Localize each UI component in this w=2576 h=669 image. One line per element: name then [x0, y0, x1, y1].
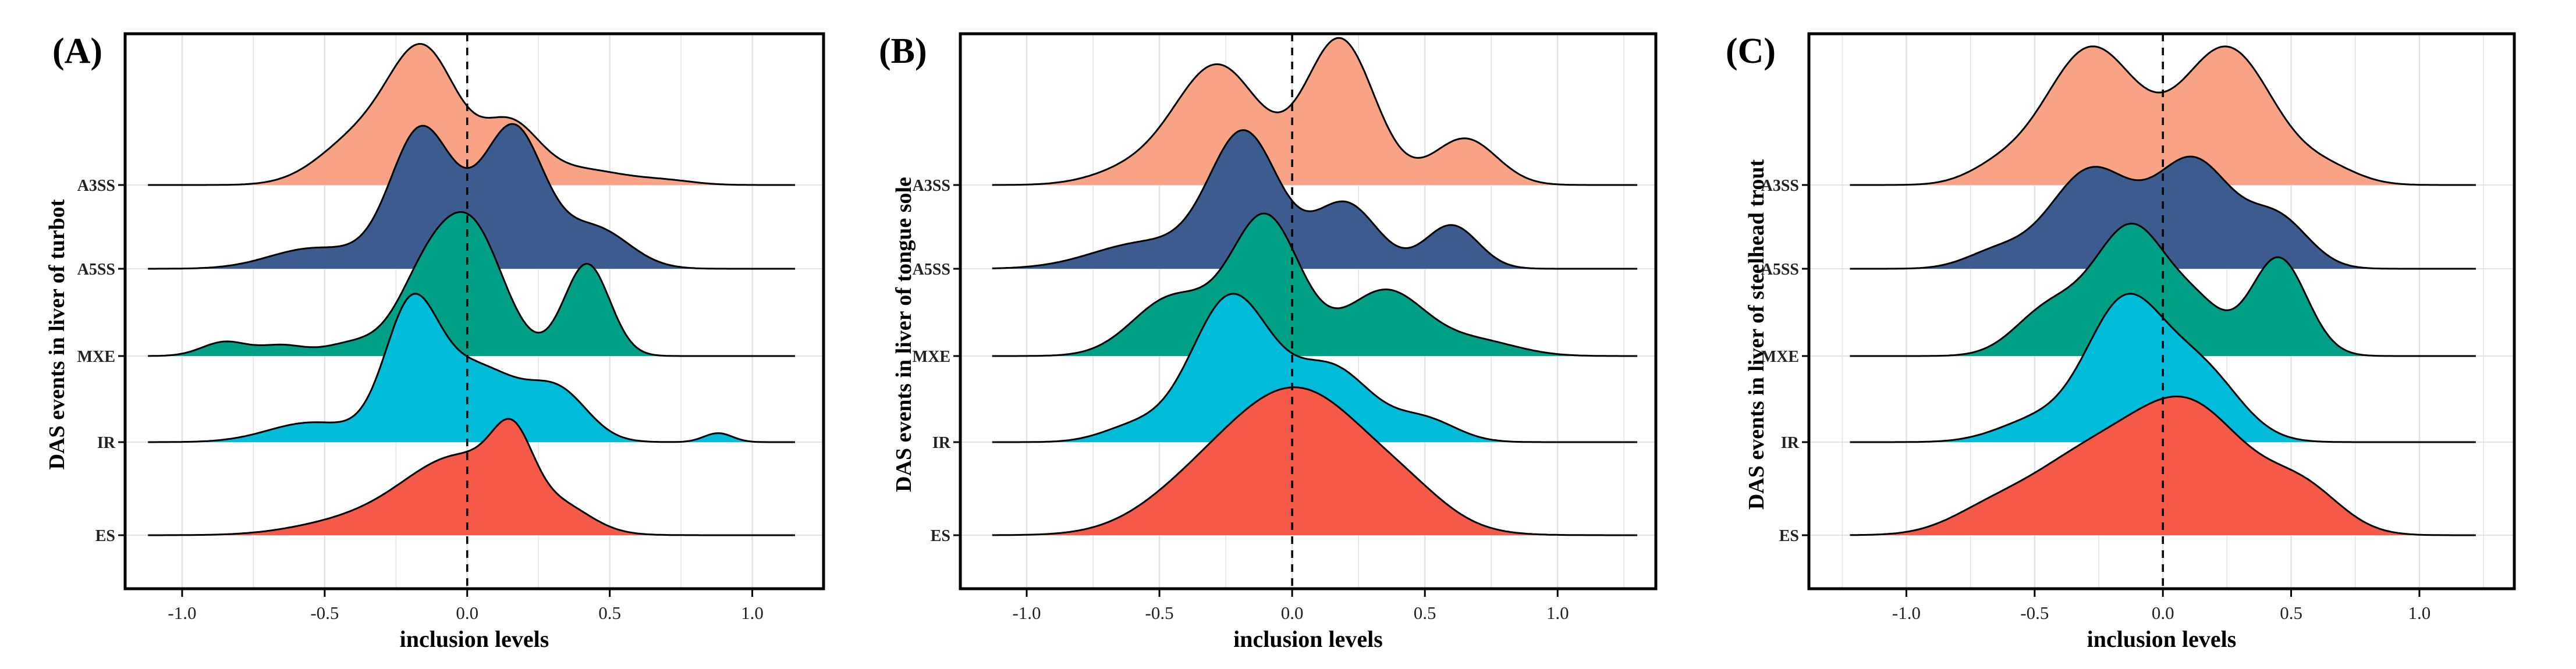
- x-tick-label: 0.0: [456, 603, 478, 623]
- ridge-outline-ir: [148, 293, 795, 443]
- category-label: IR: [932, 434, 951, 452]
- ridge-outline-mxe: [992, 212, 1638, 357]
- category-label: ES: [1779, 527, 1799, 545]
- panel-b: -1.0 -0.5 0.0 0.5 1.0 ES IR MXE A5SS A3SS inclusio…: [879, 31, 1658, 652]
- x-tick-label: 0.0: [1281, 603, 1304, 623]
- ridge-es: [992, 387, 1638, 535]
- x-tick-label: 0.5: [598, 603, 621, 623]
- x-axis-label: inclusion levels: [2087, 626, 2237, 652]
- ridge-a3ss: [1850, 46, 2476, 185]
- ridge-outline-es: [148, 418, 795, 536]
- x-tick-label: 1.0: [741, 603, 764, 623]
- ridge-outline-ir: [992, 293, 1638, 443]
- ridge-outline-a3ss: [992, 37, 1638, 186]
- ridge-a3ss: [992, 38, 1638, 185]
- x-tick-label: -0.5: [2020, 603, 2049, 623]
- ridge-ir: [1850, 294, 2476, 442]
- ridge-outline-mxe: [148, 211, 795, 357]
- category-label: IR: [97, 434, 116, 452]
- ridge-outline-es: [992, 386, 1638, 536]
- ridge-outline-a3ss: [148, 42, 795, 186]
- y-axis-label: DAS events in liver of steelhead trout: [1744, 159, 1769, 510]
- x-tick-label: -0.5: [310, 603, 339, 623]
- x-tick-label: -1.0: [168, 603, 196, 623]
- panel-c: -1.0 -0.5 0.0 0.5 1.0 ES IR MXE A5SS A3SS inclusio…: [1726, 31, 2516, 652]
- category-label: ES: [931, 527, 950, 545]
- y-axis-label: DAS events in liver of tongue sole: [892, 177, 916, 492]
- ridge-a5ss: [1850, 156, 2476, 269]
- category-label: A3SS: [1761, 177, 1799, 195]
- x-tick-label: 1.0: [2408, 603, 2431, 623]
- x-tick-label: 0.0: [2152, 603, 2174, 623]
- x-tick-label: -1.0: [1012, 603, 1041, 623]
- category-label: MXE: [1761, 348, 1799, 366]
- plot-frame: [1807, 32, 2516, 590]
- ridge-outline-a5ss: [148, 123, 795, 270]
- ridge-mxe: [992, 213, 1638, 356]
- ridge-ir: [148, 294, 796, 442]
- ridge-a3ss: [148, 44, 796, 186]
- panel-label: (A): [52, 31, 102, 71]
- panel-label: (B): [879, 31, 927, 71]
- ridge-a5ss: [992, 130, 1638, 269]
- category-label: A5SS: [77, 261, 115, 279]
- x-axis-label: inclusion levels: [1233, 626, 1383, 652]
- panel-label: (C): [1726, 31, 1776, 71]
- x-tick-label: 0.5: [2280, 603, 2302, 623]
- category-label: A3SS: [913, 177, 950, 195]
- ridge-ir: [992, 294, 1638, 442]
- x-axis-label: inclusion levels: [400, 626, 549, 652]
- x-tick-label: -1.0: [1892, 603, 1921, 623]
- category-label: A5SS: [1761, 261, 1799, 279]
- category-label: A3SS: [77, 177, 115, 195]
- category-label: MXE: [77, 348, 115, 366]
- category-label: MXE: [913, 348, 950, 366]
- plot-frame: [959, 32, 1658, 590]
- ridge-outline-a5ss: [992, 129, 1638, 270]
- ridge-outline-a5ss: [1850, 155, 2476, 270]
- panel-a: -1.0 -0.5 0.0 0.5 1.0 ES IR MXE A5SS A3SS inclusio…: [45, 31, 825, 652]
- ridge-a5ss: [148, 124, 796, 269]
- y-axis-label: DAS events in liver of turbot: [45, 199, 69, 469]
- x-tick-label: 0.5: [1414, 603, 1436, 623]
- ridge-mxe: [148, 212, 796, 356]
- ridge-es: [148, 418, 796, 535]
- plot-frame: [123, 32, 825, 590]
- category-label: IR: [1781, 434, 1800, 452]
- category-label: ES: [95, 527, 115, 545]
- ridge-es: [1850, 396, 2476, 535]
- category-label: A5SS: [913, 261, 950, 279]
- x-tick-label: -0.5: [1145, 603, 1174, 623]
- x-tick-label: 1.0: [1546, 603, 1569, 623]
